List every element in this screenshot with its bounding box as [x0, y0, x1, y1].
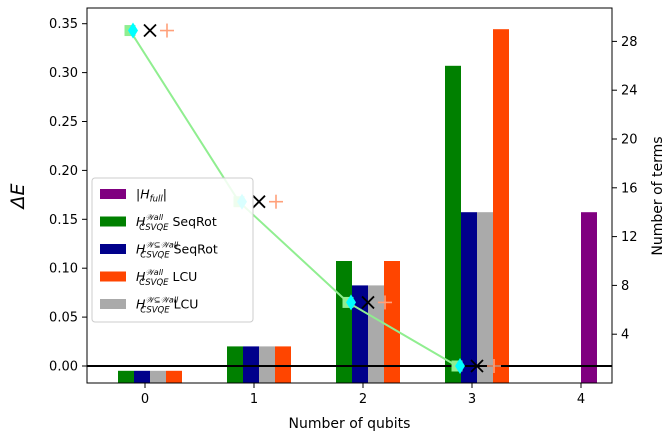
plus-marker-x1 [269, 194, 283, 209]
right-tick-label: 4 [621, 328, 629, 343]
plus-marker-x2 [378, 295, 392, 310]
x-tick-label: 0 [141, 392, 149, 407]
bar-series2-x1 [243, 346, 259, 383]
bars-layer [118, 29, 597, 384]
left-tick-label: 0.15 [49, 213, 78, 228]
bar-series4-x2 [384, 261, 400, 383]
left-tick-label: 0.35 [49, 17, 78, 32]
bar-series3-x1 [259, 346, 275, 383]
legend-label-3: H𝒲all CSVQE LCU [136, 268, 197, 288]
legend-label-2: H𝒲⊆𝒲all CSVQE SeqRot [136, 241, 218, 261]
x-marker-stroke [361, 295, 375, 310]
left-tick-label: 0.30 [49, 66, 78, 81]
left-tick-label: 0.05 [49, 311, 78, 326]
right-tick-label: 8 [621, 279, 629, 294]
right-tick-label: 28 [621, 35, 638, 50]
bar-series1-x2 [336, 261, 352, 383]
bar-series0-x4 [581, 212, 597, 383]
delta-e-line [129, 30, 458, 367]
bar-series2-x2 [352, 285, 368, 383]
x-tick-label: 4 [577, 392, 585, 407]
legend: |Hfull| H𝒲all CSVQE SeqRot H𝒲⊆𝒲all CSVQE Seq… [91, 177, 254, 323]
right-tick-label: 32 [621, 0, 638, 1]
x-tick-label: 3 [468, 392, 476, 407]
bar-series4-x0 [166, 370, 182, 383]
right-tick-label: 12 [621, 230, 638, 245]
bar-series1-x3 [445, 65, 461, 384]
bar-series2-x0 [134, 370, 150, 383]
right-axis-title: Number of terms [650, 136, 666, 255]
left-axis-title: ΔE [7, 183, 29, 210]
axes-layer: 0.000.050.100.150.200.250.300.3548121620… [7, 0, 666, 432]
right-tick-label: 24 [621, 84, 638, 99]
right-tick-label: 16 [621, 181, 638, 196]
x-marker-stroke [143, 23, 157, 38]
left-tick-label: 0.20 [49, 164, 78, 179]
legend-box [91, 177, 254, 323]
left-tick-label: 0.00 [49, 360, 78, 375]
bar-series3-x2 [368, 285, 384, 383]
diamond-marker-x2 [346, 294, 356, 311]
legend-swatch-3 [100, 271, 126, 282]
plus-marker-x0 [160, 23, 174, 38]
x-tick-label: 2 [359, 392, 367, 407]
legend-swatch-2 [100, 244, 126, 254]
legend-swatch-4 [100, 299, 126, 309]
legend-label-0: |Hfull| [136, 187, 167, 205]
bar-series4-x3 [493, 29, 509, 383]
plot-frame [86, 7, 613, 384]
x-marker-x2 [361, 295, 375, 310]
x-marker-stroke [252, 195, 266, 209]
x-marker-x3 [470, 359, 484, 373]
plus-marker-x3 [487, 359, 501, 373]
legend-label-4: H𝒲⊆𝒲all CSVQE LCU [136, 296, 198, 316]
bar-series4-x1 [275, 346, 291, 383]
left-tick-label: 0.10 [49, 262, 78, 277]
x-tick-label: 1 [250, 392, 258, 407]
bar-series3-x0 [150, 370, 166, 383]
diamond-marker-x3 [455, 358, 465, 374]
bar-series1-x1 [227, 346, 243, 383]
legend-swatch-1 [100, 216, 126, 227]
legend-label-1: H𝒲all CSVQE SeqRot [136, 213, 217, 233]
diamond-marker-x0 [128, 22, 138, 39]
legend-swatch-0 [100, 189, 126, 199]
x-marker-x1 [252, 195, 266, 209]
x-marker-stroke [470, 359, 484, 373]
x-axis-title: Number of qubits [289, 416, 411, 431]
x-marker-x0 [143, 23, 157, 38]
bar-series3-x3 [477, 212, 493, 383]
bar-series1-x0 [118, 370, 134, 383]
bar-series2-x3 [461, 212, 477, 383]
left-tick-label: 0.25 [49, 115, 78, 130]
right-tick-label: 20 [621, 133, 638, 148]
